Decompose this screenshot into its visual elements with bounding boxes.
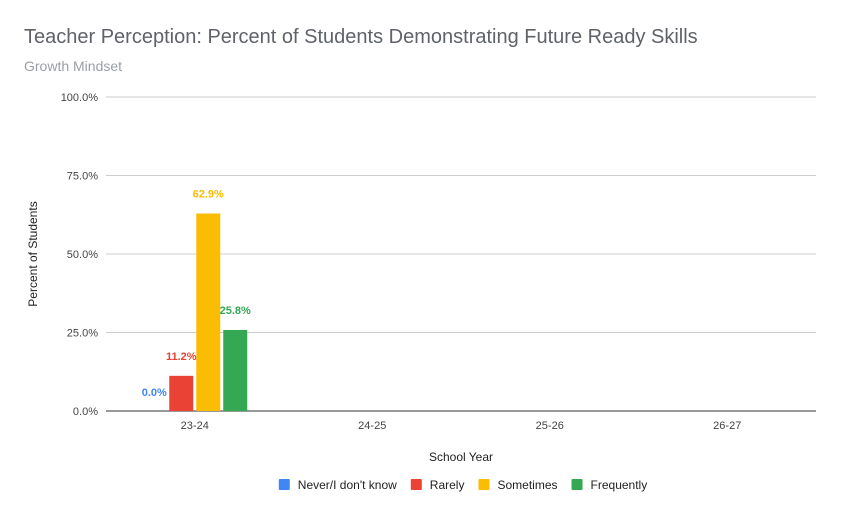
- chart-subtitle: Growth Mindset: [24, 58, 123, 74]
- y-tick-label: 100.0%: [61, 92, 99, 104]
- x-tick-label: 25-26: [536, 420, 564, 432]
- y-tick-label: 25.0%: [67, 328, 98, 340]
- legend-swatch: [571, 479, 583, 490]
- bar-frequently: [223, 329, 248, 411]
- legend-label: Frequently: [591, 478, 648, 492]
- y-tick-label: 50.0%: [67, 249, 98, 261]
- legend-label: Never/I don't know: [298, 478, 397, 492]
- x-axis-title: School Year: [429, 450, 493, 464]
- data-label: 25.8%: [220, 305, 251, 317]
- chart-title: Teacher Perception: Percent of Students …: [24, 26, 698, 48]
- y-tick-label: 0.0%: [73, 406, 98, 418]
- bar-sometimes: [196, 213, 221, 411]
- legend-label: Sometimes: [497, 478, 557, 492]
- legend-swatch: [278, 479, 290, 490]
- legend-swatch: [478, 479, 490, 490]
- data-label: 0.0%: [142, 387, 167, 399]
- y-tick-label: 75.0%: [67, 171, 98, 183]
- legend-swatch: [410, 479, 422, 490]
- x-tick-label: 23-24: [181, 420, 209, 432]
- y-axis-title: Percent of Students: [26, 201, 40, 306]
- data-label: 11.2%: [166, 351, 197, 363]
- x-tick-label: 26-27: [713, 420, 741, 432]
- data-label: 62.9%: [193, 188, 224, 200]
- x-tick-label: 24-25: [358, 420, 386, 432]
- bar-rarely: [169, 375, 194, 411]
- legend-label: Rarely: [430, 478, 465, 492]
